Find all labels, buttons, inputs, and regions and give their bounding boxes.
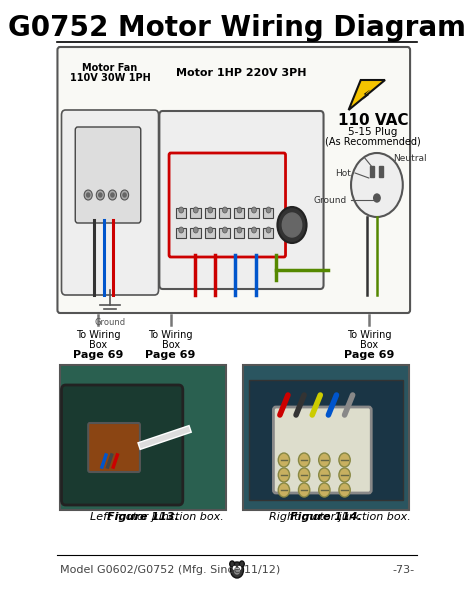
FancyBboxPatch shape (60, 365, 226, 510)
Text: To Wiring: To Wiring (76, 330, 120, 340)
Text: Motor 1HP 220V 3PH: Motor 1HP 220V 3PH (176, 68, 306, 78)
Text: (As Recommended): (As Recommended) (325, 136, 421, 146)
Circle shape (87, 193, 90, 197)
Bar (248, 228, 259, 238)
Text: Ground: Ground (94, 318, 126, 327)
FancyBboxPatch shape (159, 111, 324, 289)
Bar (190, 208, 201, 218)
Bar (175, 228, 186, 238)
Circle shape (351, 153, 403, 217)
FancyBboxPatch shape (249, 380, 403, 500)
Text: Page 69: Page 69 (344, 350, 394, 360)
FancyBboxPatch shape (88, 423, 140, 472)
Circle shape (230, 562, 244, 578)
Bar (248, 208, 259, 218)
Bar (205, 228, 215, 238)
Text: Figure 113.: Figure 113. (107, 512, 178, 522)
Bar (190, 228, 201, 238)
Text: Model G0602/G0752 (Mfg. Since 11/12): Model G0602/G0752 (Mfg. Since 11/12) (60, 565, 280, 575)
Polygon shape (348, 80, 385, 110)
FancyBboxPatch shape (57, 47, 410, 313)
Circle shape (109, 190, 117, 200)
Circle shape (278, 468, 290, 482)
Text: Motor Fan: Motor Fan (82, 63, 137, 73)
Circle shape (222, 227, 228, 233)
FancyBboxPatch shape (169, 153, 285, 257)
Circle shape (299, 453, 310, 467)
FancyBboxPatch shape (75, 127, 141, 223)
Circle shape (179, 227, 183, 233)
Circle shape (120, 190, 128, 200)
Circle shape (277, 207, 307, 243)
Circle shape (339, 468, 350, 482)
Text: Box: Box (360, 340, 378, 350)
Bar (263, 228, 273, 238)
Text: 110 VAC: 110 VAC (337, 113, 408, 128)
Circle shape (237, 227, 242, 233)
Circle shape (84, 190, 92, 200)
Circle shape (239, 561, 244, 567)
Bar (263, 208, 273, 218)
Circle shape (283, 213, 301, 237)
FancyBboxPatch shape (62, 110, 158, 295)
Circle shape (235, 568, 239, 574)
Circle shape (233, 566, 236, 569)
Text: Figure 114.: Figure 114. (290, 512, 362, 522)
FancyBboxPatch shape (244, 365, 409, 510)
Bar (371, 166, 374, 177)
Circle shape (299, 483, 310, 497)
Text: Ground: Ground (314, 196, 347, 205)
Circle shape (319, 483, 330, 497)
Circle shape (238, 566, 241, 569)
Text: To Wiring: To Wiring (148, 330, 193, 340)
FancyBboxPatch shape (62, 385, 183, 505)
Text: To Wiring: To Wiring (346, 330, 391, 340)
Circle shape (266, 207, 271, 213)
Text: Page 69: Page 69 (73, 350, 123, 360)
Circle shape (252, 207, 256, 213)
Text: -73-: -73- (392, 565, 414, 575)
Circle shape (208, 207, 213, 213)
Circle shape (237, 207, 242, 213)
Circle shape (179, 207, 183, 213)
Circle shape (222, 207, 228, 213)
Text: Right motor junction box.: Right motor junction box. (241, 512, 411, 522)
Circle shape (252, 227, 256, 233)
Circle shape (193, 207, 198, 213)
Text: G0752 Motor Wiring Diagram: G0752 Motor Wiring Diagram (8, 14, 466, 42)
Circle shape (319, 468, 330, 482)
Circle shape (266, 227, 271, 233)
Circle shape (111, 193, 114, 197)
Circle shape (374, 194, 380, 202)
Circle shape (278, 483, 290, 497)
Text: Hot: Hot (335, 169, 351, 178)
Bar (234, 228, 244, 238)
Circle shape (230, 561, 235, 567)
Circle shape (339, 453, 350, 467)
Text: 5-15 Plug: 5-15 Plug (348, 127, 398, 137)
FancyBboxPatch shape (273, 407, 371, 493)
Bar (205, 208, 215, 218)
Circle shape (278, 453, 290, 467)
Circle shape (319, 453, 330, 467)
Circle shape (339, 483, 350, 497)
Text: Left motor junction box.: Left motor junction box. (62, 512, 223, 522)
Circle shape (99, 193, 102, 197)
Circle shape (299, 468, 310, 482)
Text: ⚡: ⚡ (362, 88, 371, 102)
Bar (219, 228, 230, 238)
Circle shape (96, 190, 104, 200)
Text: 110V 30W 1PH: 110V 30W 1PH (70, 73, 150, 83)
Bar (175, 208, 186, 218)
Text: Neutral: Neutral (393, 153, 427, 162)
Bar (379, 166, 383, 177)
Text: Page 69: Page 69 (146, 350, 196, 360)
Circle shape (193, 227, 198, 233)
Circle shape (208, 227, 213, 233)
Text: Box: Box (162, 340, 180, 350)
Text: Box: Box (89, 340, 107, 350)
Circle shape (123, 193, 126, 197)
Bar (234, 208, 244, 218)
Bar (219, 208, 230, 218)
